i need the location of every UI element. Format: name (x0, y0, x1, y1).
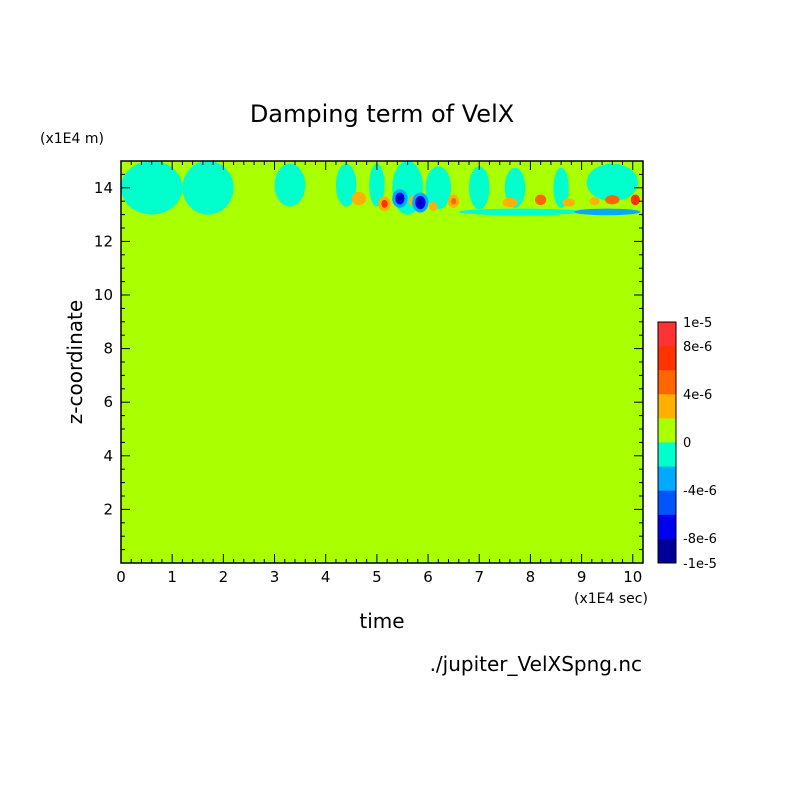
contour-feature-13 (351, 191, 367, 206)
colorbar-label: -8e-6 (683, 532, 717, 547)
colorbar-swatch (658, 466, 676, 492)
colorbar-label: 0 (683, 436, 691, 451)
y-tick-label: 8 (103, 340, 113, 358)
colorbar-swatch (658, 418, 676, 443)
colorbar-swatch (658, 370, 676, 395)
colorbar-label: -1e-5 (683, 557, 717, 572)
colorbar-swatch (658, 322, 676, 347)
contour-features (121, 161, 641, 216)
x-axis-label: time (359, 609, 404, 633)
x-tick-label: 3 (270, 568, 280, 586)
contour-feature-10 (586, 163, 638, 202)
colorbar-label: -4e-6 (683, 484, 717, 499)
x-tick-label: 7 (474, 568, 484, 586)
x-tick-label: 10 (623, 568, 642, 586)
contour-feature-7 (469, 166, 490, 210)
contour-feature-2 (274, 163, 306, 207)
contour-feature-8 (504, 167, 526, 208)
contour-feature-15 (381, 199, 388, 208)
y-unit-label: (x1E4 m) (40, 131, 104, 147)
x-tick-label: 8 (526, 568, 536, 586)
contour-feature-28 (562, 198, 576, 207)
contour-feature-29 (589, 197, 600, 206)
colorbar: 1e-5 8e-6 4e-6 0 -4e-6 -8e-6 -1e-5 (657, 316, 717, 572)
plot-background (121, 161, 643, 563)
contour-feature-9 (553, 167, 569, 208)
colorbar-swatch (658, 514, 676, 540)
contour-feature-27 (535, 194, 547, 206)
contour-feature-4 (369, 163, 385, 207)
colorbar-label: 8e-6 (683, 340, 712, 355)
colorbar-label: 1e-5 (683, 316, 712, 331)
colorbar-swatch (658, 442, 676, 468)
contour-feature-12 (573, 208, 641, 216)
contour-feature-26 (502, 197, 518, 208)
colorbar-swatch (658, 346, 676, 371)
source-file-label: ./jupiter_VelXSpng.nc (430, 652, 642, 676)
contour-feature-0 (121, 161, 183, 215)
contour-feature-3 (335, 163, 357, 207)
chart-title: Damping term of VelX (250, 100, 514, 128)
colorbar-label: 4e-6 (683, 388, 712, 403)
colorbar-frame (657, 321, 677, 564)
x-tick-label: 6 (423, 568, 433, 586)
y-tick-label: 10 (94, 286, 113, 304)
x-tick-label: 4 (321, 568, 331, 586)
contour-feature-25 (429, 201, 438, 212)
y-axis-label: z-coordinate (63, 300, 87, 424)
y-tick-label: 6 (103, 393, 113, 411)
colorbar-swatch (658, 394, 676, 419)
contour-feature-30 (605, 195, 620, 205)
contour-feature-1 (182, 161, 234, 215)
contour-feature-18 (398, 196, 402, 201)
contour-feature-6 (425, 166, 452, 210)
contour-feature-24 (451, 197, 457, 205)
colorbar-swatch (658, 490, 676, 516)
x-tick-label: 0 (116, 568, 126, 586)
x-tick-label: 1 (167, 568, 177, 586)
y-tick-label: 12 (94, 232, 113, 250)
x-tick-label: 5 (372, 568, 382, 586)
contour-feature-22 (418, 200, 423, 205)
y-tick-label: 2 (103, 500, 113, 518)
x-tick-label: 2 (219, 568, 229, 586)
contour-feature-11 (458, 208, 582, 216)
x-tick-label: 9 (577, 568, 587, 586)
colorbar-swatch (658, 538, 676, 564)
contour-feature-31 (630, 194, 640, 206)
x-unit-label: (x1E4 sec) (574, 591, 648, 607)
y-tick-label: 14 (94, 179, 113, 197)
y-tick-label: 4 (103, 447, 113, 465)
